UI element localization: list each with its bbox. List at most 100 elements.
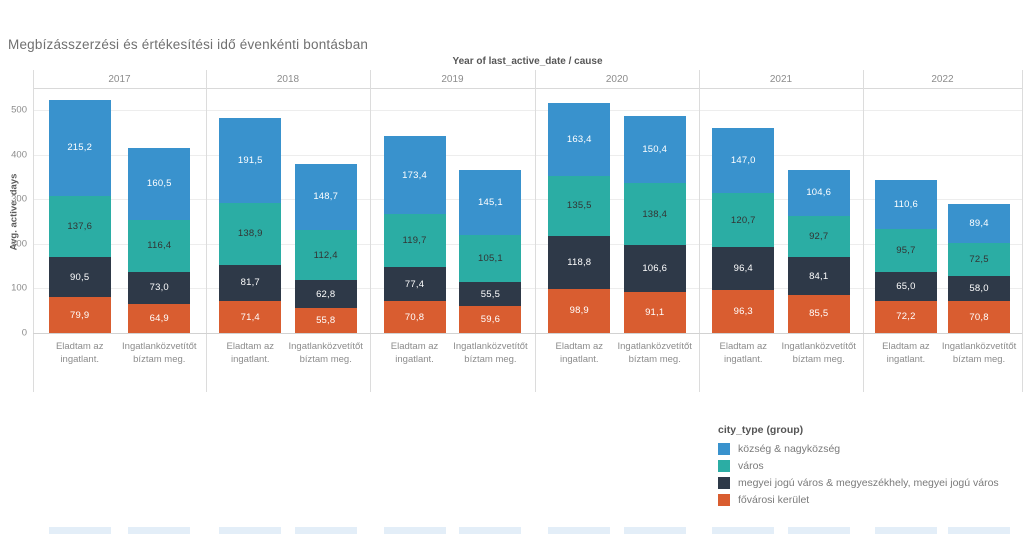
bar-segment[interactable]: 98,9	[548, 288, 611, 333]
bar-segment[interactable]: 64,9	[128, 304, 191, 333]
bar-segment[interactable]: 73,0	[128, 271, 191, 305]
segment-value-label: 81,7	[240, 277, 260, 289]
year-label: 2021	[769, 74, 793, 85]
panel-separator	[206, 70, 207, 392]
segment-value-label: 138,9	[237, 228, 263, 240]
segment-value-label: 147,0	[730, 155, 756, 167]
bar-segment[interactable]: 92,7	[787, 216, 850, 258]
segment-value-label: 106,6	[642, 263, 668, 275]
bar-segment[interactable]: 79,9	[48, 297, 111, 333]
cropped-bar-fragment	[219, 527, 282, 534]
legend-item[interactable]: megyei jogú város & megyeszékhely, megye…	[718, 477, 1018, 489]
bar-segment[interactable]: 104,6	[787, 169, 850, 217]
category-label: Eladtam az ingatlant.	[850, 340, 962, 366]
category-label-line: ingatlant.	[60, 354, 99, 365]
category-label-line: Eladtam az	[390, 341, 439, 352]
year-label: 2020	[605, 74, 629, 85]
bar-segment[interactable]: 72,5	[948, 243, 1011, 276]
stacked-bar: 173,4 119,7 77,4 70,8	[383, 136, 446, 333]
bar-segment[interactable]: 85,5	[787, 294, 850, 333]
bar-segment[interactable]: 147,0	[712, 127, 775, 194]
bar-segment[interactable]: 89,4	[948, 203, 1011, 244]
segment-value-label: 138,4	[642, 208, 668, 220]
bar-segment[interactable]: 90,5	[48, 257, 111, 298]
bar-segment[interactable]: 72,2	[874, 300, 937, 333]
legend-item[interactable]: város	[718, 460, 1018, 472]
y-tick-label: 400	[11, 149, 27, 161]
stacked-bar: 148,7 112,4 62,8 55,8	[294, 163, 357, 333]
legend-items: község & nagyközség város megyei jogú váro…	[718, 443, 1018, 506]
bar-segment[interactable]: 116,4	[128, 219, 191, 272]
bar-segment[interactable]: 148,7	[294, 163, 357, 231]
bar-segment[interactable]: 81,7	[219, 264, 282, 302]
bar-segment[interactable]: 62,8	[294, 280, 357, 309]
bar-segment[interactable]: 105,1	[459, 234, 522, 282]
bar-segment[interactable]: 58,0	[948, 275, 1011, 302]
bar-segment[interactable]: 65,0	[874, 271, 937, 301]
bar-segment[interactable]: 163,4	[548, 102, 611, 176]
cropped-bar-fragment	[459, 527, 522, 534]
gridline	[33, 243, 1022, 245]
y-tick-label: 200	[11, 238, 27, 250]
bar-segment[interactable]: 55,5	[459, 281, 522, 307]
panel-separator	[33, 70, 34, 392]
category-label-line: Eladtam az	[226, 341, 275, 352]
segment-value-label: 90,5	[70, 271, 90, 283]
gridline	[33, 154, 1022, 156]
category-label-line: ingatlant.	[886, 354, 926, 365]
y-tick-label: 100	[11, 282, 27, 294]
year-label: 2022	[931, 74, 954, 85]
bar-segment[interactable]: 59,6	[459, 306, 522, 333]
bar-segment[interactable]: 150,4	[623, 116, 686, 184]
legend-swatch-icon	[718, 494, 730, 506]
bar-segment[interactable]: 110,6	[874, 179, 937, 230]
bar-segment[interactable]: 70,8	[948, 301, 1011, 333]
year-label: 2019	[441, 74, 464, 85]
bar-segment[interactable]: 106,6	[623, 244, 686, 293]
bar-segment[interactable]: 77,4	[383, 266, 446, 302]
bar-segment[interactable]: 118,8	[548, 236, 611, 289]
bar-segment[interactable]: 173,4	[383, 136, 446, 214]
bar-segment[interactable]: 55,8	[294, 308, 357, 333]
bar-segment[interactable]: 112,4	[294, 230, 357, 281]
bar-segment[interactable]: 191,5	[219, 117, 282, 203]
x-axis-line	[33, 333, 1022, 334]
year-label: 2018	[276, 74, 300, 85]
bar-segment[interactable]: 145,1	[459, 170, 522, 235]
bar-segment[interactable]: 138,4	[623, 183, 686, 245]
bar-segment[interactable]: 91,1	[623, 292, 686, 333]
segment-value-label: 71,4	[240, 311, 260, 323]
bar-segment[interactable]: 84,1	[787, 257, 850, 295]
legend-swatch-icon	[718, 443, 730, 455]
bar-segment[interactable]: 119,7	[383, 213, 446, 267]
bar-segment[interactable]: 215,2	[48, 99, 111, 196]
segment-value-label: 55,8	[316, 315, 336, 327]
stacked-bar: 191,5 138,9 81,7 71,4	[219, 117, 282, 333]
bar-segment[interactable]: 96,4	[712, 247, 775, 291]
panel-separator	[535, 70, 536, 392]
cropped-bar-fragment	[623, 527, 686, 534]
bar-segment[interactable]: 71,4	[219, 301, 282, 333]
bar-segment[interactable]: 120,7	[712, 193, 775, 248]
bar-segment[interactable]: 160,5	[128, 148, 191, 220]
bar-segment[interactable]: 135,5	[548, 175, 611, 236]
segment-value-label: 58,0	[969, 283, 989, 294]
bar-segment[interactable]: 137,6	[48, 195, 111, 258]
cropped-bar-fragment	[383, 527, 446, 534]
legend-item[interactable]: fővárosi kerület	[718, 494, 1018, 506]
category-label-line: bíztam meg.	[952, 354, 1006, 365]
legend-item[interactable]: község & nagyközség	[718, 443, 1018, 455]
bar-segment[interactable]: 138,9	[219, 202, 282, 265]
bar-segment[interactable]: 95,7	[874, 229, 937, 272]
category-label: Ingatlanközvetítőt bíztam meg.	[434, 340, 546, 366]
segment-value-label: 191,5	[237, 154, 263, 166]
category-label-line: bíztam meg.	[464, 354, 517, 365]
bar-segment[interactable]: 96,3	[712, 290, 775, 333]
category-label-line: ingatlant.	[723, 354, 763, 365]
category-label-line: bíztam meg.	[792, 354, 845, 365]
panel-header: Year of last_active_date / cause	[452, 56, 603, 67]
category-label-line: Ingatlanközvetítőt	[122, 341, 197, 352]
bar-segment[interactable]: 70,8	[383, 301, 446, 333]
cropped-bar-fragment	[128, 527, 191, 534]
